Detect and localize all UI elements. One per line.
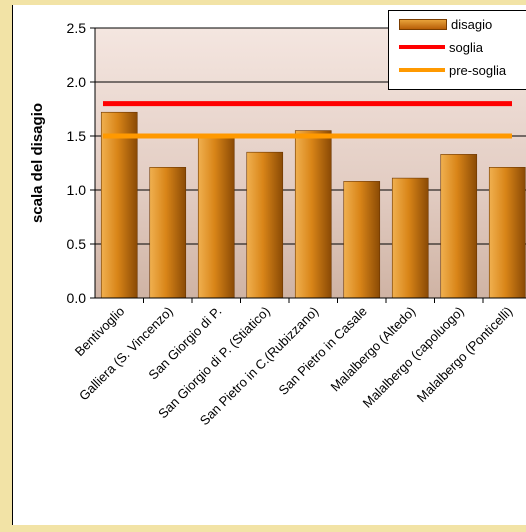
legend: disagio soglia pre-soglia bbox=[388, 10, 526, 90]
x-tick-label: Galliera (S. Vincenzo) bbox=[76, 304, 176, 404]
x-tick-label: Malalbergo (Altedo) bbox=[328, 304, 419, 395]
legend-item-pre-soglia: pre-soglia bbox=[399, 61, 506, 79]
y-axis-label: scala del disagio bbox=[29, 103, 46, 223]
legend-swatch-soglia bbox=[399, 45, 445, 49]
x-tick-label: Malalbergo (Ponticelli) bbox=[414, 304, 516, 406]
bar bbox=[246, 151, 284, 299]
legend-item-disagio: disagio bbox=[399, 15, 492, 33]
bar bbox=[197, 136, 235, 299]
bar bbox=[343, 181, 381, 299]
legend-swatch-bar bbox=[399, 18, 447, 30]
y-tick-label: 2.5 bbox=[67, 20, 87, 36]
legend-label-soglia: soglia bbox=[449, 39, 483, 55]
bar bbox=[391, 177, 429, 299]
y-tick-label: 1.5 bbox=[67, 128, 87, 144]
legend-item-soglia: soglia bbox=[399, 38, 483, 56]
legend-swatch-pre-soglia bbox=[399, 68, 445, 72]
y-tick-label: 0.5 bbox=[67, 236, 87, 252]
bar bbox=[100, 111, 138, 299]
y-tick-label: 1.0 bbox=[67, 182, 87, 198]
bar bbox=[294, 130, 332, 299]
bar bbox=[149, 167, 187, 299]
legend-label-pre-soglia: pre-soglia bbox=[449, 62, 507, 78]
y-tick-label: 0.0 bbox=[67, 290, 87, 306]
legend-label-disagio: disagio bbox=[451, 16, 493, 32]
bar bbox=[488, 167, 526, 299]
bar bbox=[440, 154, 478, 299]
x-tick-label: San Pietro in Casale bbox=[275, 304, 369, 398]
y-tick-label: 2.0 bbox=[67, 74, 87, 90]
